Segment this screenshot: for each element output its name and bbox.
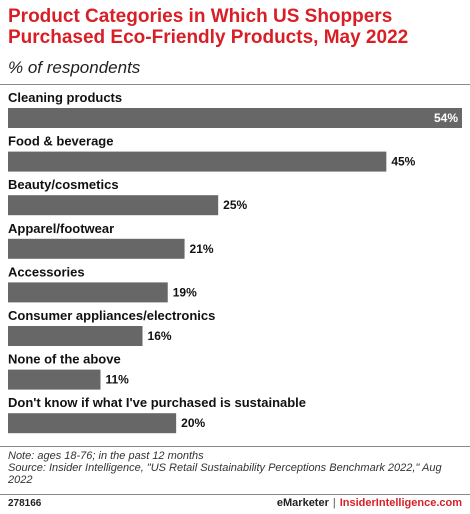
value-label: 21%	[190, 242, 214, 256]
note-text: Note: ages 18-76; in the past 12 months	[8, 450, 204, 462]
category-label: Beauty/cosmetics	[8, 177, 119, 192]
bar	[8, 195, 219, 216]
bar	[8, 108, 462, 128]
brand-line: eMarketer | InsiderIntelligence.com	[277, 497, 462, 509]
value-label: 54%	[434, 111, 458, 125]
value-label: 45%	[391, 155, 415, 169]
bar	[8, 413, 177, 434]
bar	[8, 151, 387, 172]
footer-divider	[0, 494, 470, 495]
category-label: Cleaning products	[8, 90, 122, 105]
bar	[8, 282, 168, 303]
bar-chart-svg: Cleaning products 54% Food & beverage 45% Be…	[8, 90, 462, 434]
bar	[8, 238, 185, 259]
category-label: Apparel/footwear	[8, 221, 114, 236]
source-text: Source: Insider Intelligence, "US Retail…	[8, 462, 442, 486]
bottom-divider	[0, 446, 470, 447]
value-label: 11%	[105, 373, 129, 387]
value-label: 20%	[181, 416, 205, 430]
value-label: 25%	[223, 198, 247, 212]
bar	[8, 326, 143, 346]
bar-chart: Cleaning products 54% Food & beverage 45% Be…	[0, 88, 470, 442]
brand-separator: |	[332, 497, 336, 509]
top-divider	[0, 84, 470, 85]
category-label: Consumer appliances/electronics	[8, 308, 215, 323]
chart-id: 278166	[8, 498, 42, 509]
value-label: 16%	[148, 329, 172, 343]
bar	[8, 369, 101, 390]
footnote: Note: ages 18-76; in the past 12 months …	[8, 450, 464, 486]
chart-title: Product Categories in Which US Shoppers …	[8, 6, 409, 48]
category-label: None of the above	[8, 352, 121, 367]
value-label: 19%	[173, 285, 197, 299]
category-label: Food & beverage	[8, 134, 113, 149]
chart-subtitle: % of respondents	[8, 58, 141, 77]
category-label: Accessories	[8, 264, 85, 279]
category-label: Don't know if what I've purchased is sus…	[8, 395, 306, 410]
brand-emarketer: eMarketer	[276, 497, 329, 509]
brand-insider-intelligence: InsiderIntelligence.com	[339, 497, 462, 509]
